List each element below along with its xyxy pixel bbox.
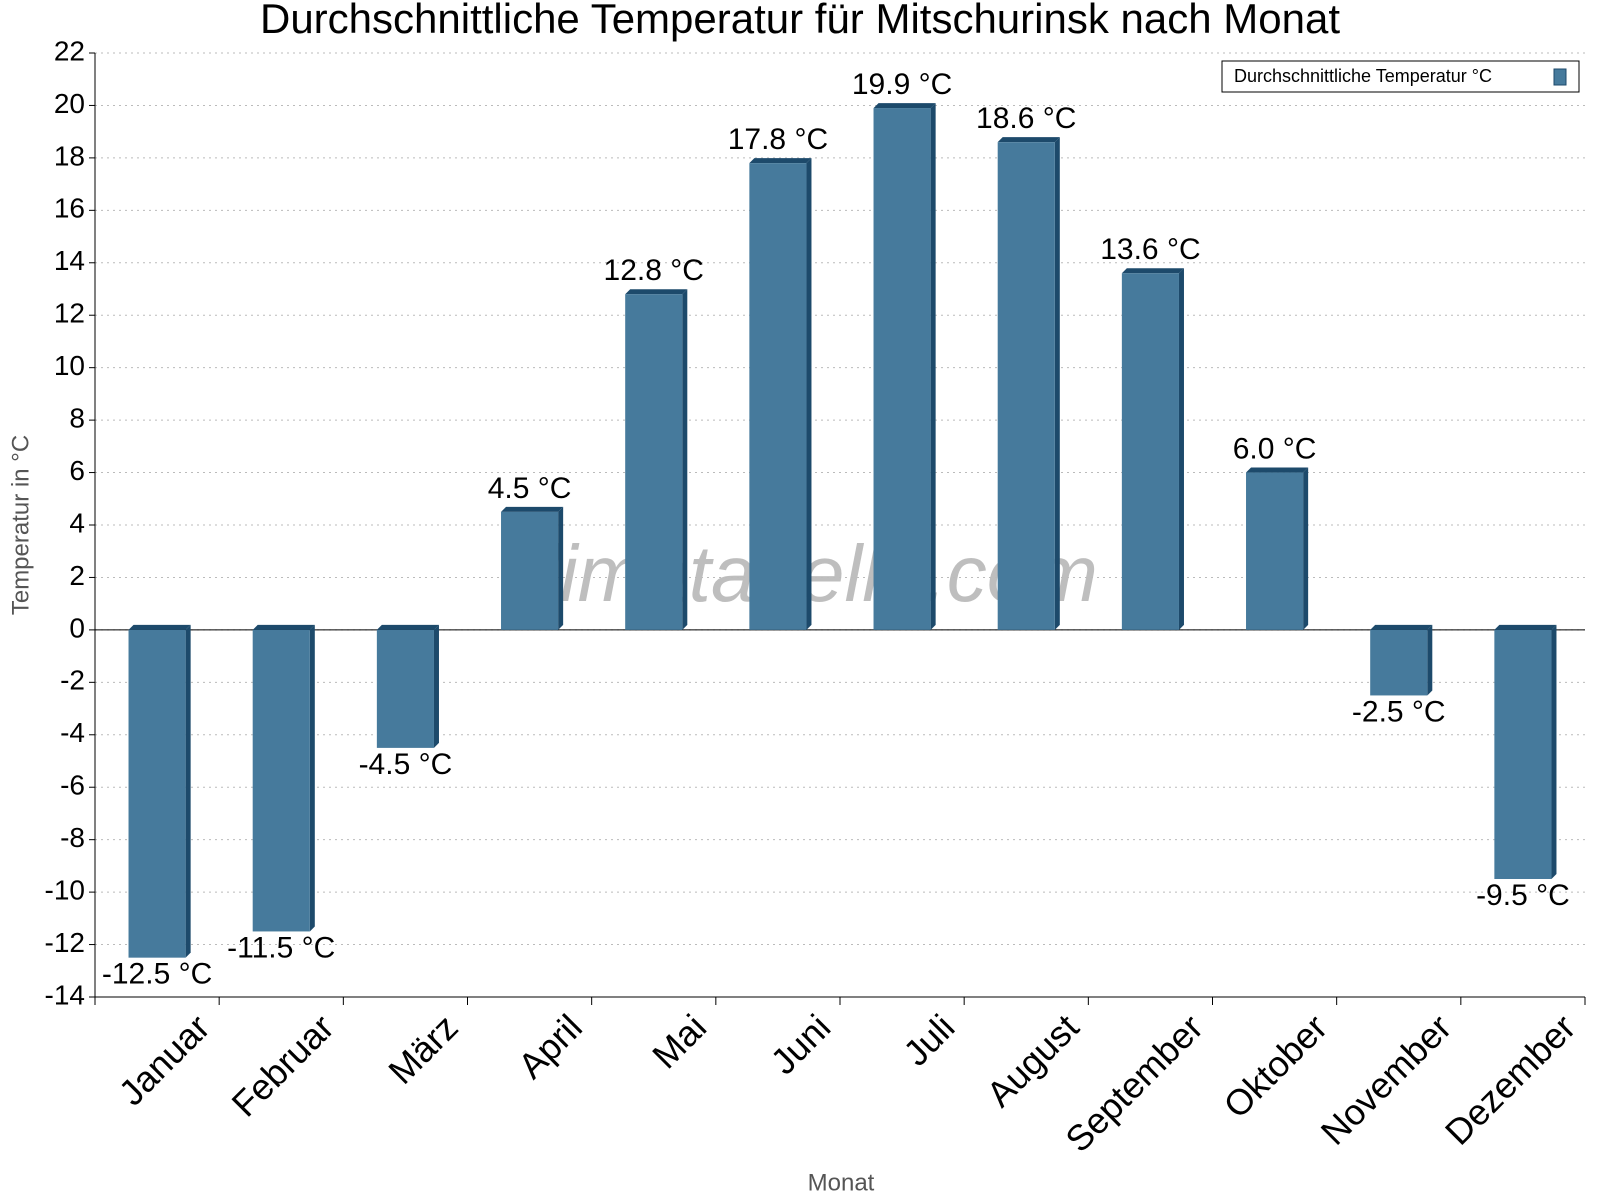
- x-tick-label: Juni: [763, 1006, 839, 1082]
- y-tick-label: 18: [54, 140, 85, 171]
- data-label: 13.6 °C: [1100, 233, 1200, 266]
- bar-top: [1494, 624, 1557, 630]
- y-tick-label: 4: [69, 507, 85, 538]
- y-axis-title: Temperatur in °C: [7, 435, 34, 615]
- data-label: 17.8 °C: [728, 123, 828, 156]
- y-tick-label: 10: [54, 350, 85, 381]
- bar-side: [309, 624, 315, 932]
- data-label: -11.5 °C: [227, 931, 335, 964]
- bar: [873, 108, 931, 630]
- x-tick-label: Juli: [895, 1006, 962, 1073]
- bar-top: [1370, 624, 1433, 630]
- data-label: -4.5 °C: [359, 748, 453, 781]
- bar-top: [501, 506, 564, 512]
- y-tick-label: 20: [54, 88, 85, 119]
- x-tick-label: Januar: [111, 1006, 218, 1113]
- x-tick-label: November: [1313, 1006, 1459, 1152]
- bar-top: [1246, 467, 1309, 473]
- y-tick-label: 0: [69, 612, 85, 643]
- data-label: 6.0 °C: [1233, 432, 1317, 465]
- data-label: -12.5 °C: [102, 958, 212, 991]
- y-tick-label: -4: [60, 717, 85, 748]
- legend-label: Durchschnittliche Temperatur °C: [1234, 66, 1492, 86]
- bar-top: [128, 624, 191, 630]
- bar-top: [625, 289, 688, 295]
- x-tick-label: Dezember: [1437, 1006, 1583, 1152]
- y-tick-label: 8: [69, 403, 85, 434]
- bar-side: [1303, 467, 1309, 630]
- x-tick-label: Februar: [224, 1006, 342, 1124]
- x-tick-label: März: [380, 1006, 466, 1092]
- legend-swatch: [1553, 68, 1567, 86]
- y-tick-label: -14: [45, 979, 85, 1010]
- x-tick-label: Oktober: [1215, 1006, 1335, 1126]
- x-tick-label: Mai: [644, 1006, 714, 1076]
- bar: [1370, 629, 1428, 696]
- bar: [1121, 273, 1179, 630]
- bar-side: [1551, 624, 1557, 879]
- legend-box: [1221, 60, 1580, 93]
- bar-side: [558, 506, 564, 630]
- bar-side: [806, 158, 812, 630]
- bar-top: [376, 624, 439, 630]
- y-tick-label: -12: [45, 927, 85, 958]
- bar-top: [749, 158, 812, 164]
- x-axis-title: Monat: [808, 1169, 875, 1196]
- y-tick-label: -10: [45, 875, 85, 906]
- data-label: 4.5 °C: [488, 472, 572, 505]
- bar: [749, 163, 807, 630]
- bar-top: [1121, 268, 1184, 274]
- bar-side: [185, 624, 191, 958]
- bar-side: [1178, 268, 1184, 630]
- y-tick-label: 2: [69, 560, 85, 591]
- y-tick-label: 22: [54, 35, 85, 66]
- data-label: 19.9 °C: [852, 68, 952, 101]
- bar: [997, 142, 1055, 630]
- y-tick-label: -8: [60, 822, 85, 853]
- y-tick-label: -6: [60, 770, 85, 801]
- bar-side: [930, 103, 936, 630]
- bar: [1494, 629, 1552, 879]
- data-label: -9.5 °C: [1476, 879, 1570, 912]
- y-tick-label: 6: [69, 455, 85, 486]
- chart-title: Durchschnittliche Temperatur für Mitschu…: [260, 0, 1340, 42]
- bar-top: [997, 137, 1060, 143]
- y-tick-label: 14: [54, 245, 85, 276]
- data-label: 12.8 °C: [604, 254, 704, 287]
- bar-side: [1054, 137, 1060, 630]
- bar: [252, 629, 310, 932]
- bar: [376, 629, 434, 748]
- data-label: -2.5 °C: [1352, 695, 1446, 728]
- bar-top: [252, 624, 315, 630]
- y-tick-label: 16: [54, 193, 85, 224]
- data-label: 18.6 °C: [976, 102, 1076, 135]
- x-tick-label: April: [510, 1006, 590, 1086]
- y-tick-label: 12: [54, 298, 85, 329]
- bar-side: [1427, 624, 1433, 696]
- bar: [128, 629, 186, 958]
- bar: [501, 511, 559, 630]
- y-tick-label: -2: [60, 665, 85, 696]
- bar: [625, 294, 683, 630]
- bar-top: [873, 103, 936, 109]
- bar-side: [433, 624, 439, 748]
- x-tick-label: August: [978, 1006, 1086, 1114]
- bar: [1246, 472, 1304, 630]
- bar-side: [682, 289, 688, 630]
